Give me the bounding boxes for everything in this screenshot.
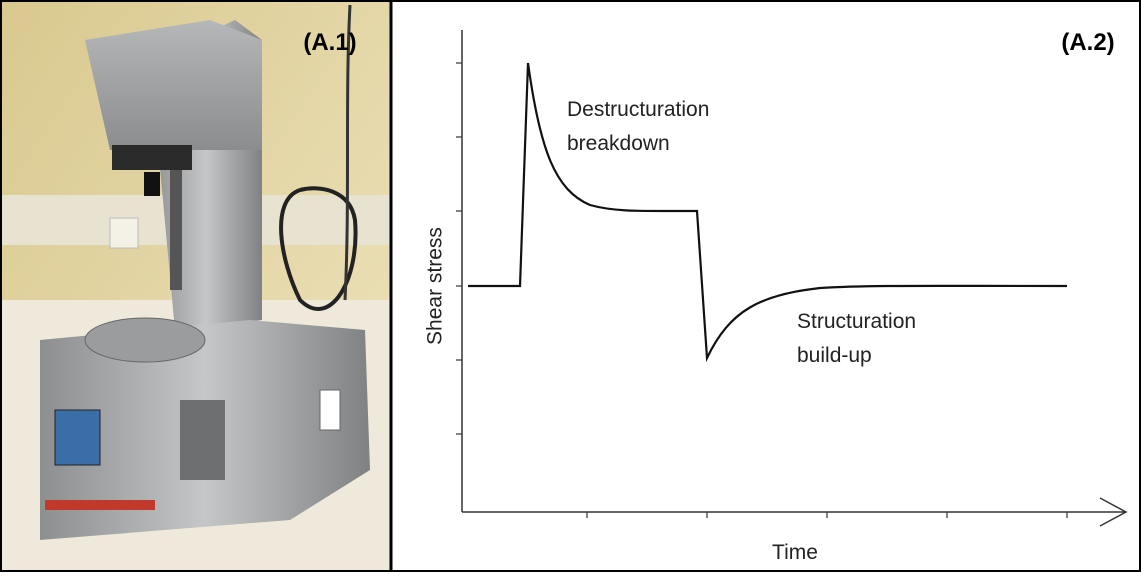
schematic-panel: Destructuration breakdown Structuration … [424, 29, 1128, 564]
socket [109, 217, 139, 249]
x-arrow [1099, 497, 1128, 527]
y-axis-label: Shear stress [424, 227, 447, 345]
vent [180, 400, 225, 480]
sticker [319, 389, 341, 431]
sample-plate [84, 317, 206, 363]
x-axis-label: Time [772, 541, 818, 564]
annotation: Destructuration [567, 98, 709, 121]
annotation: Structuration [797, 310, 916, 333]
annotation: build-up [797, 344, 872, 367]
panel-label: (A.1) [303, 29, 356, 56]
stripe [45, 500, 155, 510]
geometry [144, 172, 160, 196]
cable [343, 4, 352, 301]
annotation: breakdown [567, 132, 670, 155]
screen [54, 409, 101, 466]
y-ticks [456, 62, 462, 435]
head [85, 20, 262, 150]
shaft [170, 170, 182, 290]
x-ticks [586, 512, 1068, 518]
photo-panel: (A.1) [2, 2, 390, 570]
stress-curve [468, 62, 1068, 363]
cable [279, 186, 358, 311]
panel-label: (A.2) [1061, 29, 1114, 56]
motor-bracket [112, 145, 192, 170]
